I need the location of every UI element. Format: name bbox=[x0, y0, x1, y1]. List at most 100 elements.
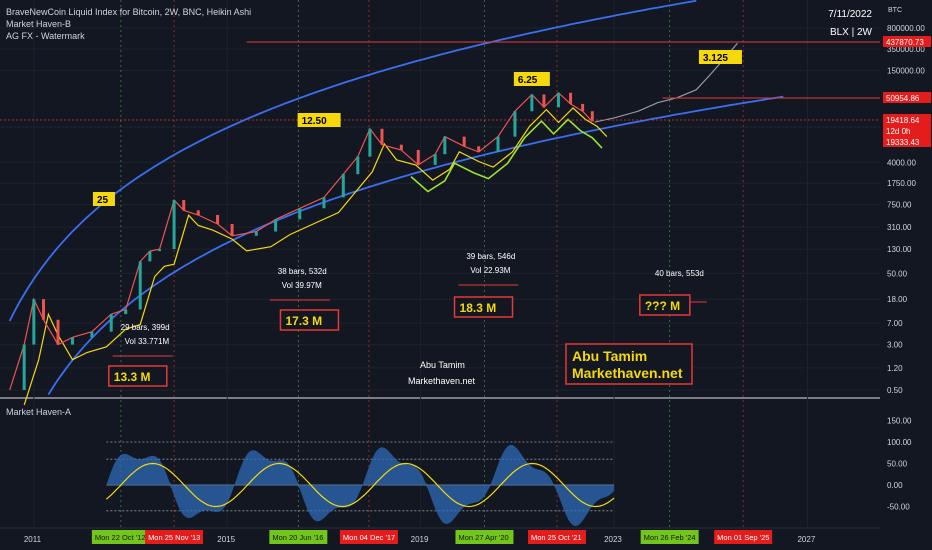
volume-box-label: 18.3 M bbox=[460, 301, 497, 315]
candle bbox=[443, 136, 447, 155]
y-tick-label: 4000.00 bbox=[887, 158, 916, 167]
oscillator-signal-line bbox=[106, 462, 615, 508]
volume-box bbox=[453, 296, 514, 318]
price-label-box bbox=[883, 92, 931, 103]
lower-pane-title[interactable]: Market Haven-A bbox=[6, 407, 72, 417]
date-marker-label: Mon 27 Apr '20 bbox=[458, 533, 508, 542]
candle bbox=[496, 136, 500, 152]
y-tick-label: 50.00 bbox=[887, 269, 908, 278]
price-horizontal-lines bbox=[0, 41, 880, 121]
candle bbox=[230, 223, 234, 236]
date-marker-box bbox=[640, 530, 699, 544]
x-tick-label: 2019 bbox=[411, 535, 429, 544]
oscillator-tick-label: 150.00 bbox=[887, 417, 912, 426]
date-label: 7/11/2022 bbox=[828, 9, 872, 20]
volume-box-label: 13.3 M bbox=[114, 370, 151, 384]
date-marker-label: Mon 25 Nov '13 bbox=[148, 533, 200, 542]
brand-box bbox=[565, 343, 693, 385]
halving-label-box bbox=[92, 192, 115, 206]
price-axis: BTC800000.00350000.00150000.0016000.0040… bbox=[880, 0, 932, 550]
date-marker-label: Mon 25 Oct '21 bbox=[531, 533, 582, 542]
candle bbox=[433, 154, 437, 165]
halving-label-box bbox=[513, 72, 550, 86]
x-tick-label: 2027 bbox=[797, 535, 815, 544]
ma-green bbox=[410, 118, 603, 193]
halving-label: 25 bbox=[97, 195, 109, 206]
date-marker-box bbox=[455, 530, 514, 544]
y-tick-label: 310.00 bbox=[887, 223, 912, 232]
y-tick-label: 18.00 bbox=[887, 295, 908, 304]
regression-bands bbox=[8, 0, 784, 396]
candle bbox=[196, 210, 200, 215]
date-marker-box bbox=[269, 530, 328, 544]
candle bbox=[109, 314, 113, 332]
date-marker-box bbox=[91, 530, 150, 544]
price-label: 437870.73 bbox=[886, 38, 924, 47]
candle bbox=[124, 309, 128, 315]
price-label: 12d 0h bbox=[886, 127, 910, 136]
indicator-legend-1[interactable]: Market Haven-B bbox=[6, 19, 72, 29]
y-tick-label: 3.00 bbox=[887, 341, 903, 350]
y-tick-label: 1.20 bbox=[887, 364, 903, 373]
candle bbox=[56, 319, 60, 345]
bars-count-label: 29 bars, 399d bbox=[121, 323, 170, 332]
candle bbox=[542, 94, 546, 108]
watermark-name: Abu Tamim bbox=[420, 360, 465, 370]
price-label: 50954.86 bbox=[886, 94, 920, 103]
candle bbox=[148, 251, 152, 262]
oscillator-tick-label: -50.00 bbox=[887, 503, 910, 512]
y-tick-label: 350000.00 bbox=[887, 45, 925, 54]
volume-box-label: 17.3 M bbox=[285, 314, 322, 328]
symbol-label: BLX | 2W bbox=[829, 27, 872, 38]
indicator-legend-2[interactable]: AG FX - Watermark bbox=[6, 31, 85, 41]
date-vertical-lines bbox=[120, 0, 744, 528]
price-label-box bbox=[883, 36, 931, 47]
volume-box bbox=[639, 294, 691, 316]
axis-background bbox=[880, 0, 932, 550]
volume-label: Vol 39.97M bbox=[282, 281, 322, 290]
upper-band bbox=[8, 0, 697, 322]
price-label-box bbox=[883, 136, 931, 147]
candle bbox=[172, 200, 176, 250]
candle bbox=[341, 174, 345, 198]
candle bbox=[216, 214, 220, 224]
x-tick-label: 2015 bbox=[217, 535, 235, 544]
bars-count-label: 39 bars, 546d bbox=[466, 252, 515, 261]
candle bbox=[416, 149, 420, 165]
halving-label: 12.50 bbox=[302, 116, 327, 127]
price-label-box bbox=[883, 114, 931, 125]
candle bbox=[32, 299, 36, 345]
bars-count-label: 40 bars, 553d bbox=[655, 269, 704, 278]
candle bbox=[530, 94, 534, 112]
date-marker-label: Mon 04 Dec '17 bbox=[343, 533, 395, 542]
candle bbox=[513, 111, 517, 137]
date-marker-box bbox=[714, 530, 773, 544]
candle bbox=[462, 136, 466, 147]
y-tick-label: 130.00 bbox=[887, 245, 912, 254]
candle bbox=[368, 128, 372, 157]
oscillator-positive-area bbox=[106, 444, 615, 485]
x-tick-label: 2023 bbox=[604, 535, 622, 544]
date-marker-label: Mon 01 Sep '25 bbox=[717, 533, 769, 542]
candle bbox=[380, 128, 384, 145]
candle bbox=[556, 92, 560, 108]
axis-unit-label: BTC bbox=[888, 7, 902, 14]
candle bbox=[254, 231, 258, 236]
price-label: 19333.43 bbox=[886, 138, 920, 147]
annotations: 25 12.50 6.25 3.125 29 bars, 399d Vol 33.771M… bbox=[92, 50, 742, 387]
volume-box bbox=[279, 309, 340, 331]
halving-label-box bbox=[297, 113, 341, 127]
candle bbox=[138, 261, 142, 310]
brand-box-line1: Abu Tamim bbox=[572, 348, 647, 364]
lower-band bbox=[47, 95, 784, 396]
candle bbox=[158, 249, 162, 252]
oscillator-tick-label: 0.00 bbox=[887, 481, 903, 490]
y-tick-label: 800000.00 bbox=[887, 24, 925, 33]
candle bbox=[590, 111, 594, 122]
y-tick-label: 150000.00 bbox=[887, 66, 925, 75]
date-marker-box bbox=[145, 530, 204, 544]
y-tick-label: 0.50 bbox=[887, 386, 903, 395]
y-tick-label: 7.00 bbox=[887, 319, 903, 328]
volume-box bbox=[108, 365, 168, 387]
